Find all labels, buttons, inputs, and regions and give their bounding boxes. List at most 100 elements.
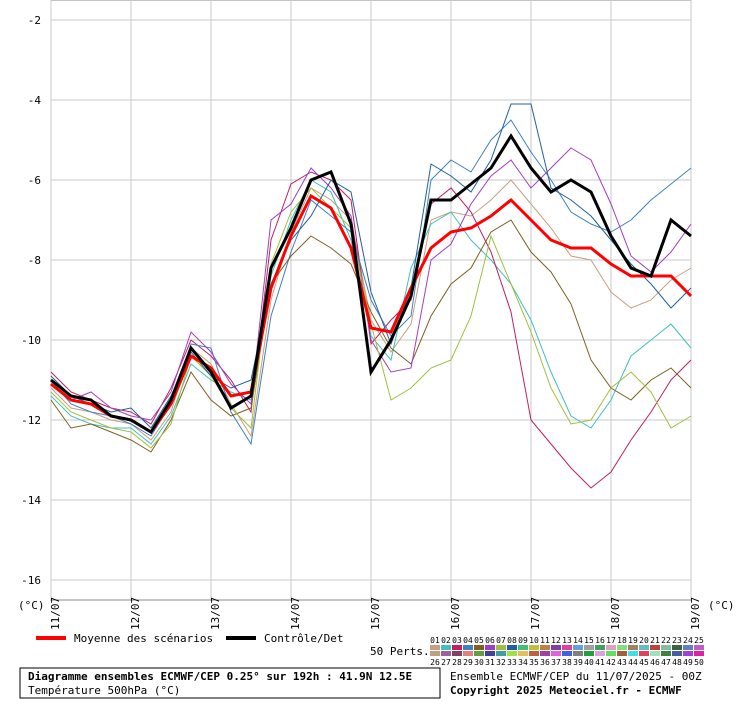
member-label: 01	[430, 636, 440, 645]
member-label: 11	[540, 636, 550, 645]
member-swatch	[507, 645, 517, 650]
x-tick-label: 13/07	[209, 597, 222, 630]
member-swatch	[584, 645, 594, 650]
x-tick-label: 16/07	[449, 597, 462, 630]
member-label: 13	[562, 636, 572, 645]
x-tick-label: 11/07	[49, 597, 62, 630]
member-label: 09	[518, 636, 528, 645]
x-tick-label: 12/07	[129, 597, 142, 630]
series-line	[50, 103, 692, 429]
y-tick-label: -4	[28, 94, 42, 107]
chart-title: Diagramme ensembles ECMWF/CEP 0.25° sur …	[28, 670, 412, 683]
member-label: 08	[507, 636, 517, 645]
member-label: 46	[650, 658, 660, 667]
member-label: 50	[694, 658, 704, 667]
member-label: 39	[573, 658, 583, 667]
member-swatch	[661, 645, 671, 650]
member-swatch	[551, 645, 561, 650]
series-line	[50, 133, 692, 435]
member-label: 28	[452, 658, 462, 667]
member-swatch	[430, 651, 440, 656]
member-label: 32	[496, 658, 506, 667]
member-label: 44	[628, 658, 638, 667]
y-unit-right: (°C)	[708, 599, 735, 612]
member-label: 34	[518, 658, 528, 667]
member-swatch	[628, 645, 638, 650]
member-label: 38	[562, 658, 572, 667]
member-swatch	[562, 645, 572, 650]
member-swatch	[529, 645, 539, 650]
member-swatch	[485, 651, 495, 656]
x-tick-label: 18/07	[609, 597, 622, 630]
y-tick-label: -12	[21, 414, 41, 427]
member-swatch	[463, 651, 473, 656]
member-label: 04	[463, 636, 473, 645]
x-tick-label: 19/07	[689, 597, 702, 630]
member-swatch	[694, 645, 704, 650]
member-swatch	[639, 645, 649, 650]
member-label: 03	[452, 636, 462, 645]
member-label: 40	[584, 658, 594, 667]
member-label: 49	[683, 658, 693, 667]
member-swatch	[474, 651, 484, 656]
member-label: 36	[540, 658, 550, 667]
member-swatch	[474, 645, 484, 650]
member-swatch	[452, 645, 462, 650]
member-label: 27	[441, 658, 451, 667]
y-tick-label: -16	[21, 574, 41, 587]
member-label: 17	[606, 636, 616, 645]
member-label: 25	[694, 636, 704, 645]
member-label: 30	[474, 658, 484, 667]
member-label: 35	[529, 658, 539, 667]
member-swatch	[595, 651, 605, 656]
member-label: 10	[529, 636, 539, 645]
member-label: 20	[639, 636, 649, 645]
y-tick-label: -2	[28, 14, 41, 27]
member-swatch	[595, 645, 605, 650]
member-swatch	[430, 645, 440, 650]
member-swatch	[485, 645, 495, 650]
member-swatch	[463, 645, 473, 650]
member-label: 31	[485, 658, 495, 667]
member-label: 41	[595, 658, 605, 667]
member-swatch	[518, 651, 528, 656]
perts-label: 50 Perts.	[370, 645, 430, 658]
member-swatch	[694, 651, 704, 656]
y-tick-label: -14	[21, 494, 41, 507]
member-label: 47	[661, 658, 671, 667]
series-line	[50, 179, 692, 445]
member-swatch	[573, 651, 583, 656]
chart-subtitle: Température 500hPa (°C)	[28, 684, 180, 697]
member-label: 29	[463, 658, 473, 667]
member-swatch	[606, 651, 616, 656]
member-label: 12	[551, 636, 561, 645]
member-label: 02	[441, 636, 451, 645]
member-swatch	[683, 645, 693, 650]
member-swatch	[650, 651, 660, 656]
series-line	[50, 171, 692, 489]
member-swatch	[540, 645, 550, 650]
member-label: 16	[595, 636, 605, 645]
legend-label: Moyenne des scénarios	[74, 632, 213, 645]
series-line	[50, 219, 692, 453]
series-line	[50, 179, 692, 441]
member-swatch	[496, 651, 506, 656]
member-swatch	[606, 645, 616, 650]
series-line	[50, 119, 692, 446]
member-swatch	[584, 651, 594, 656]
member-swatch	[529, 651, 539, 656]
member-label: 22	[661, 636, 671, 645]
member-swatch	[562, 651, 572, 656]
series-line	[50, 147, 692, 421]
run-label: Ensemble ECMWF/CEP du 11/07/2025 - 00Z	[450, 670, 702, 683]
member-swatch	[617, 651, 627, 656]
member-label: 42	[606, 658, 616, 667]
member-swatch	[683, 651, 693, 656]
member-label: 15	[584, 636, 594, 645]
member-label: 43	[617, 658, 627, 667]
x-tick-label: 14/07	[289, 597, 302, 630]
member-swatch	[551, 651, 561, 656]
y-tick-label: -6	[28, 174, 41, 187]
member-swatch	[672, 645, 682, 650]
